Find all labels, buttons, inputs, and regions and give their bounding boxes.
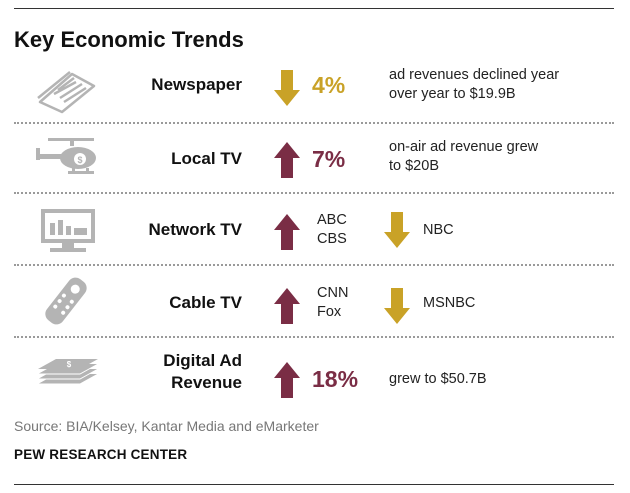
label-digital-ad-revenue: Digital Ad Revenue bbox=[100, 350, 242, 394]
desc-line: grew to $50.7B bbox=[389, 371, 487, 387]
row-cable-tv: Cable TV CNN Fox MSNBC bbox=[14, 266, 614, 336]
pct-newspaper: 4% bbox=[312, 72, 346, 98]
row-newspaper: Newspaper 4% ad revenues declined year o… bbox=[14, 58, 614, 122]
row-local-tv: $ Local TV 7% on-air ad revenue grew to … bbox=[14, 124, 614, 192]
remote-control-icon bbox=[45, 277, 87, 325]
network-name: NBC bbox=[423, 222, 454, 238]
up-names-cable: CNN Fox bbox=[317, 284, 348, 322]
up-names-network: ABC CBS bbox=[317, 211, 347, 249]
row-divider bbox=[14, 192, 614, 194]
label-network-tv: Network TV bbox=[148, 220, 242, 239]
down-names-cable: MSNBC bbox=[423, 294, 475, 313]
brand-label: PEW RESEARCH CENTER bbox=[14, 447, 188, 462]
row-divider bbox=[14, 122, 614, 124]
desc-line: ad revenues declined year bbox=[389, 67, 560, 83]
bottom-rule bbox=[14, 484, 614, 485]
network-name: ABC bbox=[317, 212, 347, 228]
helicopter-icon: $ bbox=[36, 138, 96, 174]
source-note: Source: BIA/Kelsey, Kantar Media and eMa… bbox=[14, 418, 319, 434]
money-stack-icon: $ bbox=[38, 359, 99, 385]
up-arrow-icon bbox=[274, 288, 300, 324]
row-digital-ad-revenue: $ Digital Ad Revenue 18% grew to $50.7B bbox=[14, 338, 614, 408]
down-names-network: NBC bbox=[423, 221, 454, 240]
top-rule bbox=[14, 8, 614, 9]
desc-line: to $20B bbox=[389, 158, 439, 174]
label-newspaper: Newspaper bbox=[151, 75, 242, 94]
newspaper-icon bbox=[37, 71, 96, 114]
label-line: Revenue bbox=[171, 373, 242, 392]
row-divider bbox=[14, 264, 614, 266]
row-network-tv: Network TV ABC CBS NBC bbox=[14, 194, 614, 264]
pct-digital-ad-revenue: 18% bbox=[312, 366, 359, 392]
monitor-icon bbox=[41, 209, 95, 252]
down-arrow-icon bbox=[274, 70, 300, 106]
desc-digital-ad-revenue: grew to $50.7B bbox=[389, 370, 487, 389]
row-divider bbox=[14, 336, 614, 338]
label-cable-tv: Cable TV bbox=[169, 293, 242, 312]
pct-local-tv: 7% bbox=[312, 146, 346, 172]
label-line: Digital Ad bbox=[163, 351, 242, 370]
desc-local-tv: on-air ad revenue grew to $20B bbox=[389, 138, 538, 176]
desc-newspaper: ad revenues declined year over year to $… bbox=[389, 66, 559, 104]
down-arrow-icon bbox=[384, 212, 410, 248]
cable-name: CNN bbox=[317, 285, 349, 301]
label-local-tv: Local TV bbox=[171, 149, 242, 168]
cable-name: MSNBC bbox=[423, 295, 476, 311]
svg-text:$: $ bbox=[77, 155, 82, 165]
svg-text:$: $ bbox=[67, 360, 72, 369]
page-title: Key Economic Trends bbox=[14, 27, 244, 52]
cable-name: Fox bbox=[317, 304, 342, 320]
network-name: CBS bbox=[317, 231, 347, 247]
up-arrow-icon bbox=[274, 362, 300, 398]
up-arrow-icon bbox=[274, 214, 300, 250]
down-arrow-icon bbox=[384, 288, 410, 324]
desc-line: on-air ad revenue grew bbox=[389, 139, 539, 155]
up-arrow-icon bbox=[274, 142, 300, 178]
desc-line: over year to $19.9B bbox=[389, 86, 516, 102]
